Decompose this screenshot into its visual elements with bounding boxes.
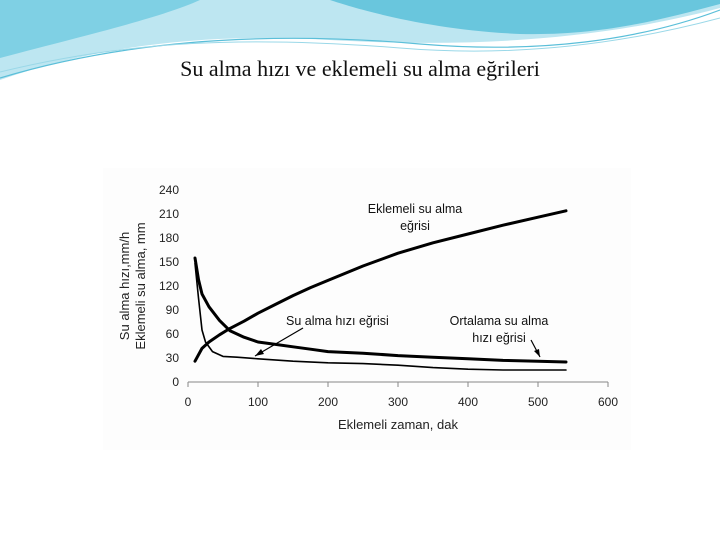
annotation-average-rate-line: hızı eğrisi (472, 331, 526, 345)
annotation-average-rate: Ortalama su alma hızı eğrisi (450, 314, 549, 345)
line-chart: 0 30 60 90 120 150 180 210 240 0 100 200 300 400 500 6… (117, 183, 618, 432)
x-tick-label: 500 (528, 395, 548, 409)
x-tick-label: 300 (388, 395, 408, 409)
y-axis-title-line-2: Eklemeli su alma, mm (133, 222, 148, 349)
annotation-rate: Su alma hızı eğrisi (286, 314, 389, 328)
y-tick-label: 240 (159, 183, 179, 197)
cumulative-infiltration-line (193, 209, 568, 363)
y-tick-label: 30 (166, 351, 180, 365)
arrow-rate-shaft (254, 327, 304, 357)
x-tick-label: 0 (185, 395, 192, 409)
infiltration-rate-line (193, 256, 568, 364)
y-tick-label: 90 (166, 303, 180, 317)
y-tick-label: 60 (166, 327, 180, 341)
y-axis-title-line-1: Su alma hızı,mm/h (117, 232, 132, 340)
annotation-cumulative-line: eğrisi (400, 219, 430, 233)
chart-panel: 0 30 60 90 120 150 180 210 240 0 100 200 300 400 500 6… (103, 168, 631, 450)
x-tick-label: 600 (598, 395, 618, 409)
annotation-cumulative-line: Eklemeli su alma (368, 202, 463, 216)
y-tick-label: 180 (159, 231, 179, 245)
slide-title: Su alma hızı ve eklemeli su alma eğriler… (180, 56, 540, 81)
arrow-average-head (534, 349, 540, 357)
y-tick-label: 210 (159, 207, 179, 221)
x-tick-label: 100 (248, 395, 268, 409)
arrow-rate-head (255, 349, 264, 356)
annotation-cumulative: Eklemeli su alma eğrisi (368, 202, 463, 233)
annotation-average-rate-line: Ortalama su alma (450, 314, 549, 328)
annotation-rate-line: Su alma hızı eğrisi (286, 314, 389, 328)
y-tick-label: 0 (172, 375, 179, 389)
x-tick-label: 400 (458, 395, 478, 409)
average-infiltration-rate-line (194, 262, 567, 371)
header-wave-decoration (0, 0, 720, 80)
y-tick-label: 120 (159, 279, 179, 293)
x-axis-title: Eklemeli zaman, dak (338, 417, 458, 432)
y-tick-label: 150 (159, 255, 179, 269)
x-tick-label: 200 (318, 395, 338, 409)
